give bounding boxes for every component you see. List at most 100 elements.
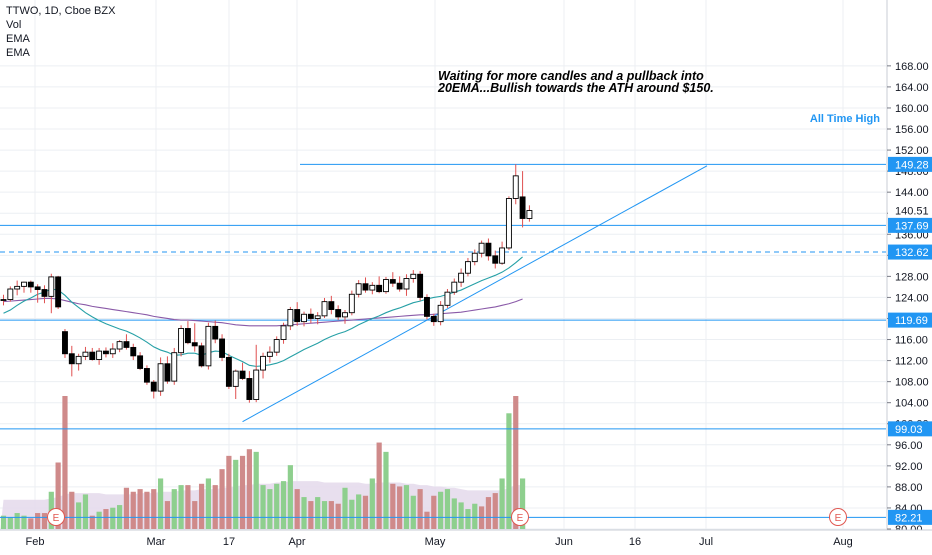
candle-body bbox=[89, 351, 96, 360]
volume-bar bbox=[485, 497, 492, 529]
volume-bar bbox=[417, 489, 423, 529]
indicator-ema-1[interactable]: EMA bbox=[6, 33, 30, 45]
volume-bar bbox=[55, 462, 61, 529]
candle-body bbox=[444, 291, 451, 306]
volume-bar bbox=[205, 478, 211, 529]
volume-bar bbox=[267, 489, 273, 529]
time-axis[interactable]: Feb Mar 17 Apr May Jun 16 Jul Aug bbox=[0, 529, 932, 550]
candle-body bbox=[369, 284, 376, 291]
volume-bar bbox=[458, 502, 464, 529]
price-tick-label: 88.00 bbox=[895, 482, 923, 494]
volume-bar bbox=[280, 481, 287, 529]
volume-bar bbox=[519, 478, 526, 529]
earnings-marker bbox=[47, 508, 65, 526]
candle-body bbox=[458, 272, 465, 283]
ema-lines bbox=[3, 256, 523, 367]
volume-bar bbox=[41, 513, 48, 529]
ema-slow-line bbox=[3, 297, 523, 327]
volume-bar bbox=[308, 501, 314, 529]
candle-body bbox=[96, 350, 103, 360]
volume-bar bbox=[226, 455, 232, 529]
time-tick-label: May bbox=[425, 536, 446, 548]
price-label-box bbox=[888, 312, 932, 328]
volume-bar bbox=[321, 501, 328, 529]
volume-bar bbox=[110, 507, 116, 529]
candle-body bbox=[212, 325, 219, 340]
volume-bar bbox=[397, 486, 403, 529]
candle-body bbox=[328, 301, 335, 310]
candle-body bbox=[21, 281, 27, 287]
earnings-marker-label: E bbox=[53, 513, 60, 524]
price-tick-label: 112.00 bbox=[895, 356, 928, 368]
volume-bar bbox=[335, 503, 341, 529]
price-label: 137.69 bbox=[895, 220, 929, 232]
candle-body bbox=[471, 252, 478, 263]
candle-body bbox=[41, 289, 48, 297]
candle-body bbox=[0, 299, 7, 301]
candle-body bbox=[451, 281, 458, 293]
price-label-box bbox=[888, 217, 932, 233]
candle-body bbox=[389, 279, 396, 284]
volume-bar bbox=[144, 491, 150, 529]
candle-body bbox=[396, 282, 403, 290]
candle-body bbox=[123, 341, 130, 348]
candle-body bbox=[417, 273, 424, 298]
candle-body bbox=[294, 309, 301, 323]
analysis-note: Waiting for more candles and a pullback … bbox=[438, 69, 714, 95]
candle-body bbox=[307, 313, 314, 319]
volume-bar bbox=[349, 499, 355, 529]
earnings-marker-label: E bbox=[835, 513, 842, 524]
candle-body bbox=[48, 276, 55, 297]
all-time-high-label: All Time High bbox=[809, 113, 880, 125]
candle-body bbox=[335, 309, 342, 318]
volume-bar bbox=[192, 501, 198, 529]
price-tick-label: 92.00 bbox=[895, 461, 923, 473]
volume-bar bbox=[21, 515, 27, 529]
symbol-title[interactable]: TTWO, 1D, Cboe BZX bbox=[6, 5, 116, 17]
candle-body bbox=[14, 285, 21, 290]
indicator-ema-2[interactable]: EMA bbox=[6, 47, 30, 59]
volume-bar bbox=[492, 493, 498, 529]
volume-bar bbox=[35, 513, 41, 529]
volume-bar bbox=[356, 494, 362, 529]
volume-bar bbox=[185, 485, 191, 529]
volume-bar bbox=[171, 489, 177, 529]
candle-body bbox=[116, 341, 123, 350]
volume-bar bbox=[7, 517, 13, 529]
candle-body bbox=[342, 312, 348, 318]
volume-bar bbox=[287, 465, 293, 529]
volume-bar bbox=[403, 485, 410, 529]
candle-body bbox=[225, 356, 232, 387]
volume-bar bbox=[301, 497, 307, 529]
candle-body bbox=[464, 261, 471, 274]
volume-bar bbox=[103, 509, 109, 529]
price-tick-label: 124.00 bbox=[895, 292, 929, 304]
price-label: 82.21 bbox=[895, 512, 923, 524]
candle-body bbox=[130, 346, 137, 357]
volume-bar bbox=[0, 515, 7, 529]
candle-body bbox=[171, 352, 178, 382]
candle-body bbox=[355, 283, 362, 295]
candle-body bbox=[478, 242, 485, 254]
volume-bar bbox=[14, 513, 20, 529]
time-tick-label: 17 bbox=[223, 536, 235, 548]
indicator-volume[interactable]: Vol bbox=[6, 19, 22, 31]
earnings-marker bbox=[829, 508, 847, 526]
candle-body bbox=[137, 355, 144, 369]
candle-body bbox=[198, 345, 205, 367]
time-tick-label: Apr bbox=[288, 536, 305, 548]
price-tick-label: 160.00 bbox=[895, 103, 929, 115]
volume-bar bbox=[178, 485, 184, 529]
volume-bar bbox=[130, 491, 136, 529]
grid bbox=[0, 0, 886, 530]
volume-bar bbox=[157, 478, 164, 529]
price-axis[interactable]: 80.0084.0088.0092.0096.00100.00104.00108… bbox=[886, 0, 932, 550]
candle-body bbox=[68, 353, 75, 365]
candle-body bbox=[150, 381, 157, 392]
time-tick-label: Jul bbox=[699, 536, 713, 548]
candle-body bbox=[178, 328, 185, 354]
volume-bar bbox=[438, 491, 444, 529]
volume-bar bbox=[451, 498, 457, 529]
